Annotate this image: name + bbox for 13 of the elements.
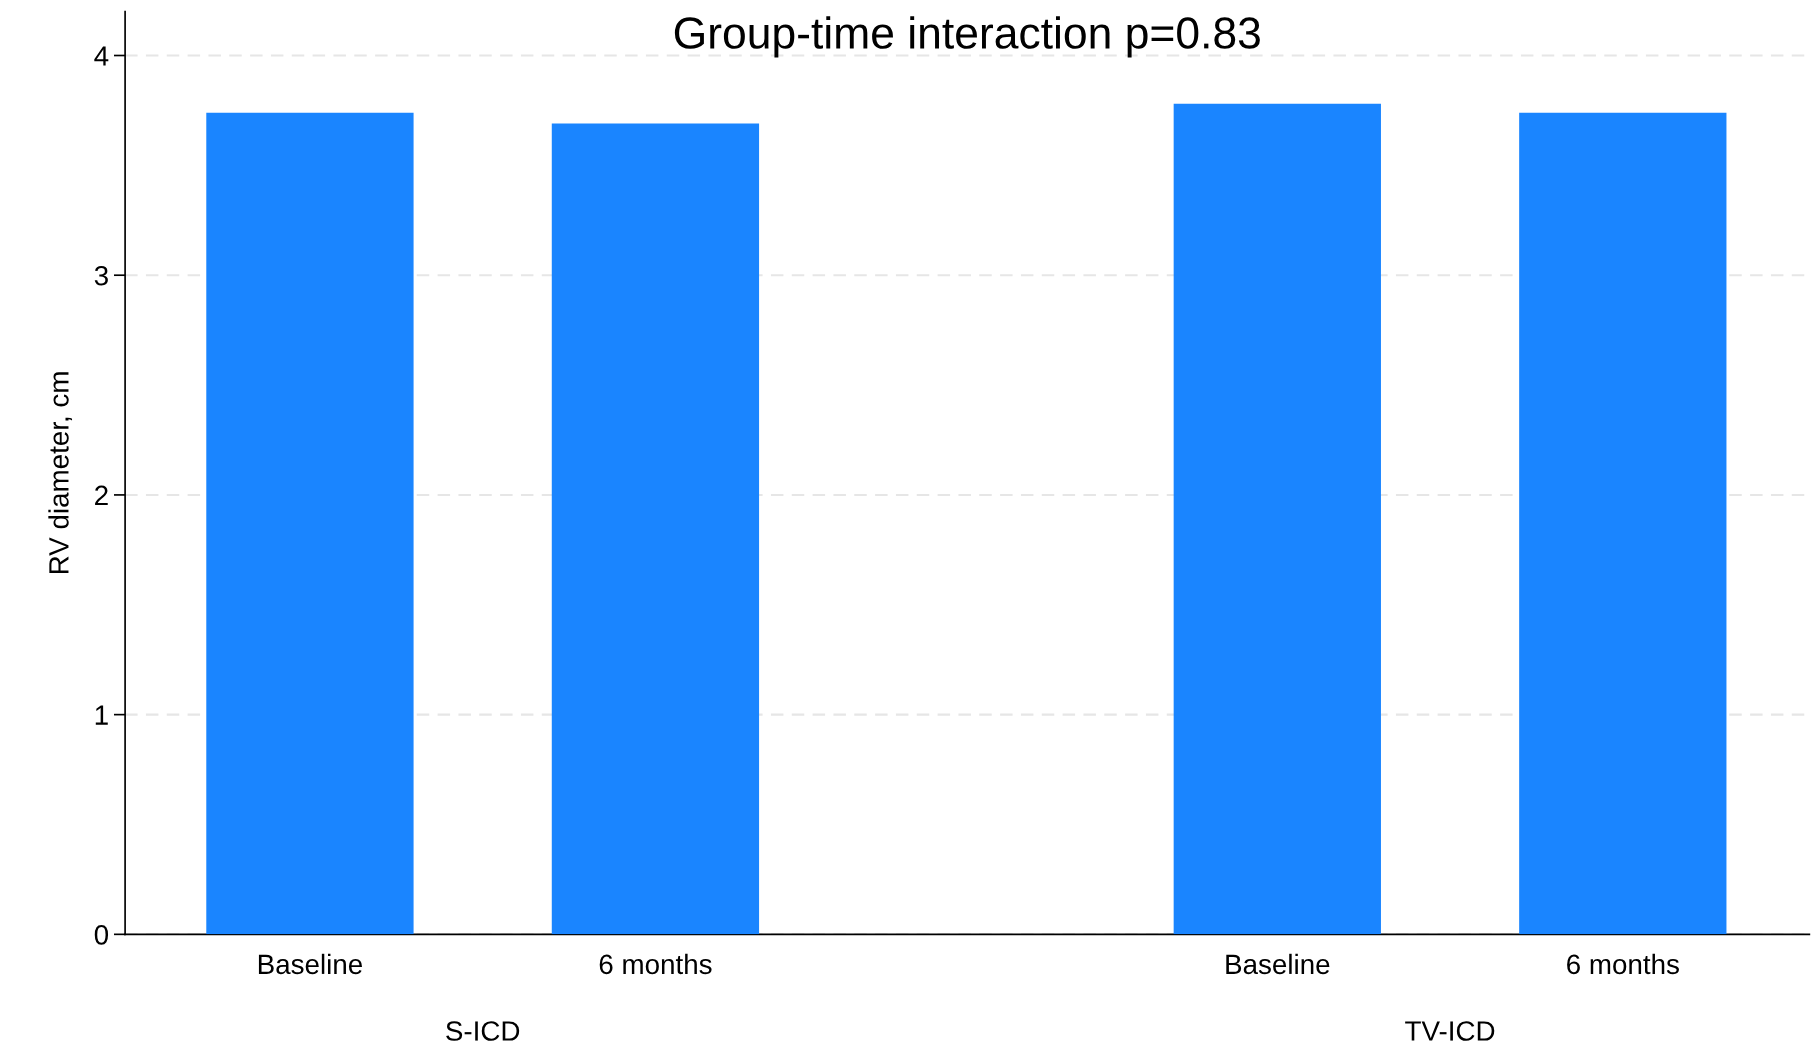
x-tick-label: Baseline — [1226, 953, 1330, 975]
text: S-ICD — [446, 1021, 520, 1041]
y-tick-label: 0 — [94, 925, 109, 945]
chart-title: Group-time interaction p=0.83 — [674, 16, 1260, 58]
y-tick-label: 2 — [95, 485, 108, 505]
y-axis-title: RV diameter, cm — [48, 372, 73, 574]
y-tick-label: 1 — [95, 705, 108, 725]
x-tick-label: 6 months — [1567, 953, 1679, 975]
text: TV-ICD — [1405, 1021, 1495, 1041]
x-tick-label: 6 months — [599, 953, 712, 975]
x-tick-label: Baseline — [258, 953, 362, 975]
y-tick-label: 4 — [94, 46, 109, 66]
y-tick-label: 3 — [94, 265, 108, 286]
